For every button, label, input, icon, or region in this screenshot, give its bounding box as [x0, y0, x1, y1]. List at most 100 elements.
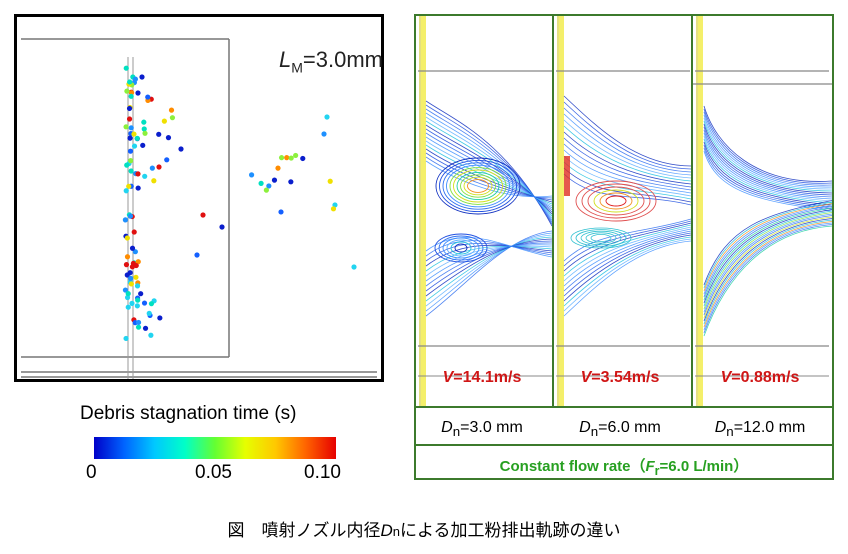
streamline [703, 222, 832, 331]
vortex-streamline [442, 237, 480, 259]
streamline [563, 161, 692, 200]
debris-particle [134, 135, 140, 141]
debris-particle [145, 94, 151, 100]
debris-particle [194, 252, 200, 258]
debris-particle [133, 262, 139, 269]
debris-particle [141, 300, 148, 306]
vortex-streamline [590, 233, 612, 242]
debris-particle [330, 206, 337, 212]
vortex-streamline [454, 243, 468, 253]
streamline [425, 230, 553, 317]
streamline [703, 219, 832, 325]
streamline [703, 218, 832, 322]
vortex-streamline [456, 171, 500, 201]
debris-particle [293, 152, 299, 159]
debris-particle [151, 178, 157, 184]
streamlines [425, 95, 832, 337]
debris-particle [141, 119, 147, 125]
vortex-streamline [580, 230, 622, 246]
colorbar-tick-mid: 0.05 [195, 462, 232, 483]
vortex-streamline [449, 167, 507, 205]
streamline [703, 207, 832, 301]
streamline [703, 123, 832, 194]
streamline [425, 236, 553, 302]
debris-particles [122, 65, 357, 342]
streamline [703, 212, 832, 310]
vortex-streamline [460, 174, 496, 198]
debris-particle [132, 249, 138, 255]
debris-particle [168, 107, 175, 113]
vortex-streamline [593, 189, 639, 213]
debris-particle [126, 116, 133, 122]
streamline [425, 234, 553, 307]
vortex-streamline [570, 227, 632, 249]
panel-divider-2 [691, 16, 693, 406]
debris-particle [135, 297, 141, 303]
streamline-comparison-panel [414, 14, 834, 480]
vortex-streamline [463, 176, 493, 196]
debris-particle [124, 272, 130, 278]
debris-particle [122, 287, 129, 293]
vortex-streamline [446, 164, 510, 208]
streamline [563, 137, 692, 188]
high-stagnation-zone [564, 156, 570, 196]
streamline [563, 220, 692, 267]
debris-particle [248, 172, 255, 178]
streamline [563, 167, 692, 203]
streamline [703, 210, 832, 307]
vortex-streamline [453, 169, 503, 203]
streamline [563, 95, 692, 167]
velocity-label-3: V=0.88m/s [720, 369, 800, 386]
debris-particle [142, 130, 148, 136]
streamline [703, 111, 832, 186]
debris-particle [131, 131, 137, 137]
streamline [703, 132, 832, 200]
diameter-label-3: Dn=12.0 mm [714, 419, 806, 440]
streamline [563, 226, 692, 282]
debris-particle [288, 179, 294, 185]
streamline [703, 129, 832, 198]
streamline [563, 230, 692, 292]
streamline [703, 224, 832, 334]
streamline [703, 135, 832, 202]
debris-particle [128, 168, 134, 174]
debris-particle [271, 177, 278, 183]
vortex-streamline [587, 186, 645, 216]
debris-particle [142, 325, 149, 331]
streamline [563, 119, 692, 179]
debris-particle [135, 324, 142, 330]
vortex-streamline [435, 157, 521, 215]
debris-particle [141, 126, 147, 132]
colorbar [94, 437, 336, 459]
debris-particle [135, 90, 141, 96]
workpiece-outline [21, 38, 377, 379]
streamline [703, 108, 832, 184]
debris-particle [125, 291, 131, 297]
debris-particle [148, 301, 155, 307]
streamline [425, 160, 553, 198]
debris-particle [258, 180, 264, 186]
streamline [563, 155, 692, 197]
debris-particle [135, 259, 141, 265]
debris-plot-canvas [21, 38, 377, 379]
debris-particle [135, 171, 141, 177]
streamline [425, 232, 553, 312]
debris-particle [275, 165, 281, 171]
debris-particle [124, 88, 130, 94]
debris-particle [135, 319, 142, 326]
debris-particle [157, 315, 163, 321]
streamline [563, 107, 692, 173]
debris-particle [123, 65, 129, 71]
debris-particle [128, 275, 134, 281]
debris-particle [124, 235, 130, 241]
debris-particle [161, 118, 167, 124]
streamline [563, 234, 692, 302]
streamline [703, 200, 832, 286]
debris-particle [127, 135, 133, 141]
debris-particle [278, 155, 285, 161]
streamline [703, 216, 832, 319]
streamline-background [418, 16, 832, 406]
flow-rate-label: Constant flow rate（Fr=6.0 L/min） [499, 458, 749, 478]
colorbar-tick-min: 0 [86, 462, 97, 483]
debris-particle [125, 304, 131, 310]
